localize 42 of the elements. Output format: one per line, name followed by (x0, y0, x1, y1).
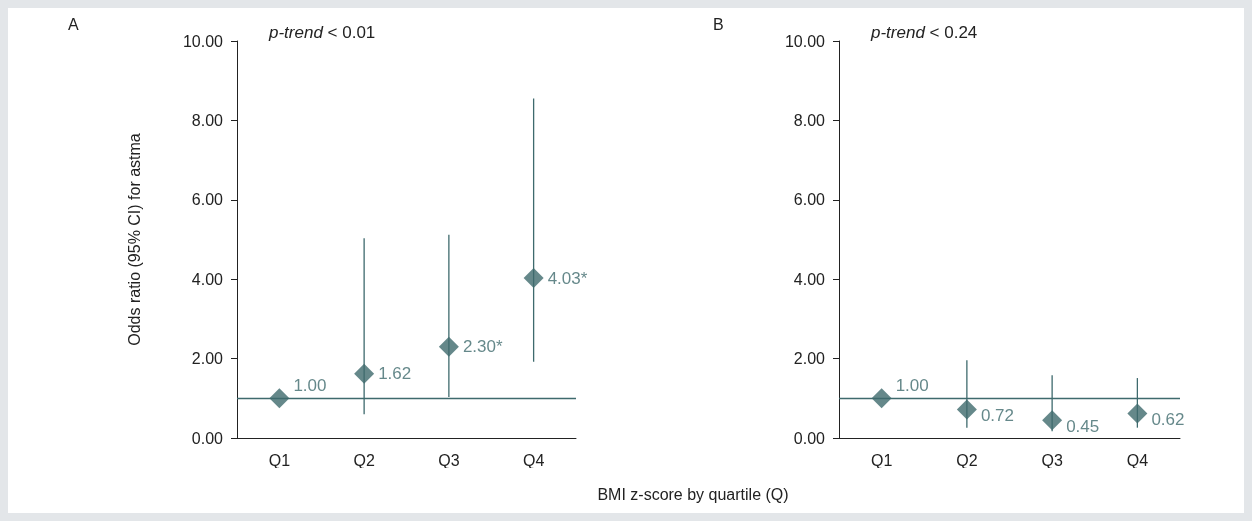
y-tick-label: 2.00 (793, 350, 826, 368)
point (354, 363, 375, 384)
text: B (713, 15, 724, 33)
y-tick-label: 10.00 (784, 32, 826, 50)
annotation: p-trend < 0.24 (870, 23, 978, 42)
y-tick-label: 8.00 (793, 111, 826, 129)
point (269, 388, 290, 409)
point (438, 336, 459, 357)
data-label: 4.03* (547, 268, 588, 288)
y-tick-label: 6.00 (793, 191, 826, 209)
x-tick-label: Q4 (1126, 451, 1149, 469)
point (956, 399, 977, 420)
data-label: 0.45 (1066, 416, 1100, 436)
x-tick-label: Q3 (1041, 451, 1063, 469)
data-label: 1.00 (293, 375, 327, 395)
point (1042, 410, 1063, 431)
data-label: 0.72 (980, 405, 1014, 425)
x-tick-label: Q1 (268, 451, 291, 469)
x-tick-label: Q2 (353, 451, 375, 469)
annotation: p-trend < 0.01 (268, 23, 376, 42)
data-label: 1.62 (378, 364, 412, 384)
y-tick-label: 4.00 (191, 270, 224, 288)
data-label: 1.00 (895, 375, 929, 395)
y-tick-label: 0.00 (793, 429, 826, 447)
y-axis-title: Odds ratio (95% CI) for astma (125, 133, 143, 346)
y-tick-label: 8.00 (191, 111, 224, 129)
point (1127, 403, 1148, 424)
y-tick-label: 6.00 (191, 191, 224, 209)
data-label: 0.62 (1151, 409, 1185, 429)
x-tick-label: Q4 (522, 451, 545, 469)
y-tick-label: 2.00 (191, 350, 224, 368)
y-tick-label: 10.00 (182, 32, 224, 50)
y-tick-label: 0.00 (191, 429, 224, 447)
data-label: 2.30* (462, 337, 503, 357)
x-tick-label: Q2 (956, 451, 978, 469)
point (871, 388, 892, 409)
x-axis-title: BMI z-score by quartile (Q) (596, 486, 790, 504)
point (523, 268, 544, 289)
y-tick-label: 4.00 (793, 270, 826, 288)
text: A (68, 15, 79, 33)
x-tick-label: Q3 (438, 451, 460, 469)
x-tick-label: Q1 (870, 451, 893, 469)
